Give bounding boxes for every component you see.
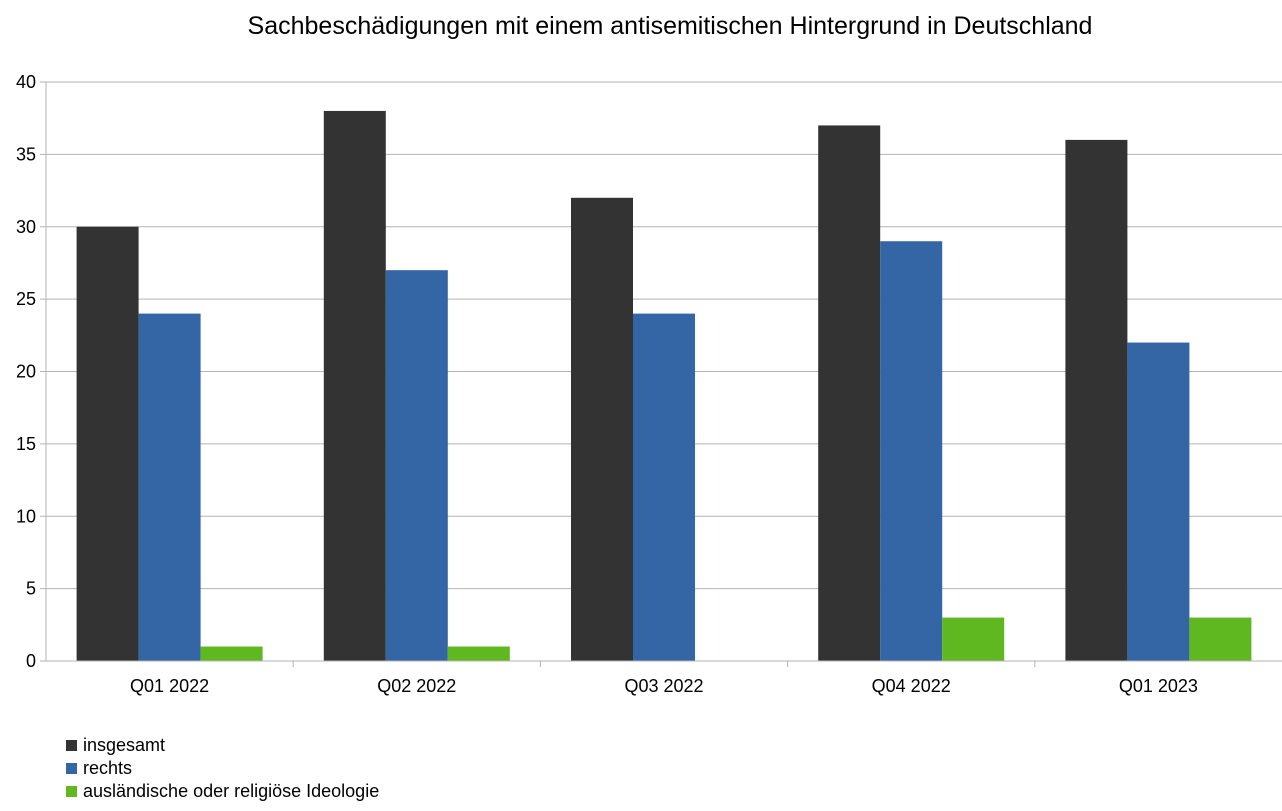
y-tick-label: 0 — [26, 651, 36, 671]
bar-rechts — [1127, 342, 1190, 661]
bar-rechts — [880, 241, 943, 661]
tick-labels: 0 5 10 15 20 25 30 35 40 Q01 2022 Q02 2022 Q03 2022… — [16, 72, 1198, 696]
legend-item: ausländische oder religiöse Ideologie — [66, 780, 379, 803]
bar-rechts — [385, 270, 448, 661]
legend-label: rechts — [83, 758, 133, 778]
y-tick-label: 5 — [26, 579, 36, 599]
bar-insgesamt — [76, 226, 139, 661]
legend-label: ausländische oder religiöse Ideologie — [83, 781, 380, 801]
y-tick-label: 40 — [16, 72, 36, 92]
legend-swatch — [66, 786, 77, 797]
bar-ausländische — [942, 617, 1005, 661]
bar-rechts — [138, 313, 201, 661]
bar-ausländische — [447, 646, 510, 661]
y-tick-label: 10 — [16, 506, 36, 526]
y-tick-label: 25 — [16, 289, 36, 309]
bar-insgesamt — [818, 125, 881, 662]
legend-swatch — [66, 740, 77, 751]
bar-insgesamt — [1065, 139, 1128, 661]
x-tick-label: Q04 2022 — [872, 676, 951, 696]
bar-ausländische — [1189, 617, 1252, 661]
legend-swatch — [66, 763, 77, 774]
y-tick-label: 20 — [16, 362, 36, 382]
legend-item: rechts — [66, 757, 379, 780]
bar-insgesamt — [571, 197, 633, 662]
y-tick-label: 35 — [16, 144, 36, 164]
axes — [40, 81, 1282, 667]
bar-insgesamt — [323, 110, 386, 661]
x-tick-label: Q01 2023 — [1119, 676, 1198, 696]
bars — [76, 110, 1252, 662]
legend-label: insgesamt — [83, 735, 166, 755]
bar-ausländische — [200, 646, 263, 661]
y-tick-label: 15 — [16, 434, 36, 454]
legend-item: insgesamt — [66, 734, 379, 757]
y-tick-label: 30 — [16, 217, 36, 237]
x-tick-label: Q02 2022 — [377, 676, 456, 696]
bar-chart: 0 5 10 15 20 25 30 35 40 Q01 2022 Q02 2022 Q03 2022… — [16, 72, 1282, 696]
x-tick-label: Q01 2022 — [130, 676, 209, 696]
bar-rechts — [633, 313, 695, 661]
chart-title: Sachbeschädigungen mit einem antisemitis… — [247, 12, 1093, 40]
legend: insgesamt rechts ausländische oder religiö… — [66, 734, 379, 803]
x-tick-label: Q03 2022 — [624, 676, 703, 696]
